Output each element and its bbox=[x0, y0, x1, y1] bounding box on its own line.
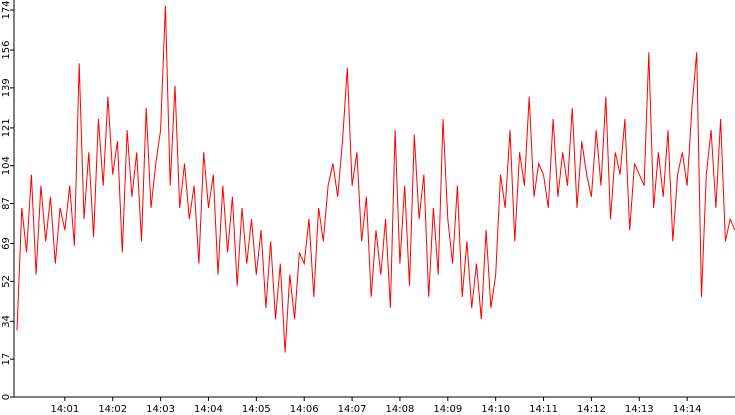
y-tick-label: 104 bbox=[1, 156, 12, 175]
x-tick-label: 14:04 bbox=[194, 404, 223, 415]
y-tick-label: 34 bbox=[1, 315, 12, 328]
x-tick-label: 14:13 bbox=[625, 404, 654, 415]
x-tick-label: 14:10 bbox=[481, 404, 510, 415]
y-tick-label: 52 bbox=[1, 275, 12, 288]
x-tick-label: 14:03 bbox=[146, 404, 175, 415]
y-tick-label: 0 bbox=[1, 394, 12, 400]
y-tick-label: 121 bbox=[1, 118, 12, 137]
y-tick-label: 87 bbox=[1, 197, 12, 210]
x-tick-label: 14:07 bbox=[338, 404, 367, 415]
x-tick-label: 14:12 bbox=[577, 404, 606, 415]
x-tick-label: 14:14 bbox=[673, 404, 702, 415]
x-tick-label: 14:09 bbox=[433, 404, 462, 415]
x-tick-label: 14:08 bbox=[386, 404, 415, 415]
x-tick-label: 14:05 bbox=[242, 404, 271, 415]
y-tick-label: 156 bbox=[1, 40, 12, 59]
x-tick-label: 14:06 bbox=[290, 404, 319, 415]
y-tick-label: 17 bbox=[1, 353, 12, 366]
y-tick-label: 174 bbox=[1, 0, 12, 19]
x-tick-label: 14:11 bbox=[529, 404, 558, 415]
y-tick-label: 139 bbox=[1, 78, 12, 97]
x-tick-label: 14:02 bbox=[98, 404, 127, 415]
x-tick-label: 14:01 bbox=[50, 404, 79, 415]
data-line bbox=[16, 5, 735, 353]
y-tick-label: 69 bbox=[1, 237, 12, 250]
